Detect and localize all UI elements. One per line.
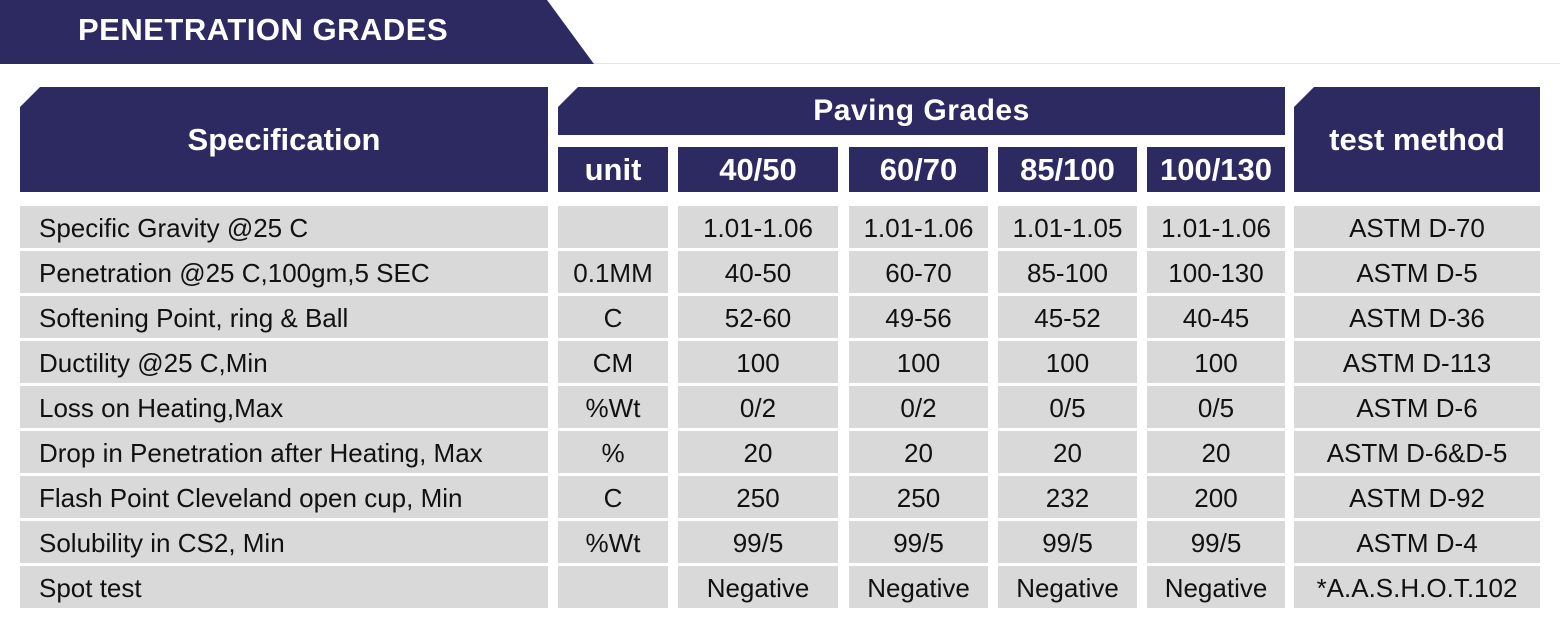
test-method-cell: ASTM D-5 [1294, 251, 1540, 293]
spec-cell: Loss on Heating,Max [20, 386, 548, 428]
unit-cell: %Wt [558, 521, 668, 563]
test-method-cell: ASTM D-36 [1294, 296, 1540, 338]
unit-cell: 0.1MM [558, 251, 668, 293]
table-row: Drop in Penetration after Heating, Max% 2… [0, 431, 1560, 476]
grade-85-100-cell: 45-52 [998, 296, 1137, 338]
grade-100-130-cell: Negative [1147, 566, 1285, 608]
header-grade-40-50: 40/50 [678, 147, 838, 192]
grade-100-130-cell: 200 [1147, 476, 1285, 518]
grade-60-70-cell: 99/5 [849, 521, 988, 563]
unit-cell: %Wt [558, 386, 668, 428]
grade-100-130-cell: 1.01-1.06 [1147, 206, 1285, 248]
grade-100-130-cell: 0/5 [1147, 386, 1285, 428]
grade-85-100-cell: 100 [998, 341, 1137, 383]
grade-60-70-cell: 100 [849, 341, 988, 383]
spec-cell: Flash Point Cleveland open cup, Min [20, 476, 548, 518]
test-method-cell: ASTM D-113 [1294, 341, 1540, 383]
spec-cell: Spot test [20, 566, 548, 608]
grade-60-70-cell: 0/2 [849, 386, 988, 428]
spec-cell: Softening Point, ring & Ball [20, 296, 548, 338]
grade-100-130-cell: 100 [1147, 341, 1285, 383]
title-divider [594, 63, 1560, 64]
test-method-cell: ASTM D-92 [1294, 476, 1540, 518]
unit-cell: % [558, 431, 668, 473]
grade-100-130-cell: 40-45 [1147, 296, 1285, 338]
header-paving-grades: Paving Grades [558, 87, 1285, 135]
header-unit: unit [558, 147, 668, 192]
grade-60-70-cell: Negative [849, 566, 988, 608]
grade-40-50-cell: 40-50 [678, 251, 838, 293]
unit-cell [558, 206, 668, 248]
grade-85-100-cell: Negative [998, 566, 1137, 608]
grade-40-50-cell: 52-60 [678, 296, 838, 338]
test-method-cell: ASTM D-70 [1294, 206, 1540, 248]
grade-85-100-cell: 232 [998, 476, 1137, 518]
unit-cell: CM [558, 341, 668, 383]
header-grade-85-100: 85/100 [998, 147, 1137, 192]
table-row: Flash Point Cleveland open cup, Min C 250 2… [0, 476, 1560, 521]
table-row: Ductility @25 C,Min CM 100 100 100 100 ASTM D-… [0, 341, 1560, 386]
unit-cell: C [558, 476, 668, 518]
table-row: Softening Point, ring & Ball C 52-60 49-56 4… [0, 296, 1560, 341]
spec-cell: Drop in Penetration after Heating, Max [20, 431, 548, 473]
grade-40-50-cell: 99/5 [678, 521, 838, 563]
grade-40-50-cell: 1.01-1.06 [678, 206, 838, 248]
grade-60-70-cell: 49-56 [849, 296, 988, 338]
test-method-cell: *A.A.S.H.O.T.102 [1294, 566, 1540, 608]
grade-100-130-cell: 99/5 [1147, 521, 1285, 563]
test-method-cell: ASTM D-6 [1294, 386, 1540, 428]
unit-cell: C [558, 296, 668, 338]
grade-85-100-cell: 99/5 [998, 521, 1137, 563]
title-banner [0, 0, 594, 64]
grade-40-50-cell: 250 [678, 476, 838, 518]
grade-40-50-cell: 100 [678, 341, 838, 383]
unit-cell [558, 566, 668, 608]
table-row: Spot test Negative Negative Negative Negativ… [0, 566, 1560, 611]
grade-85-100-cell: 20 [998, 431, 1137, 473]
page-title: PENETRATION GRADES [78, 12, 449, 47]
table-row: Specific Gravity @25 C 1.01-1.06 1.01-1.06… [0, 206, 1560, 251]
spec-table-body: Specific Gravity @25 C 1.01-1.06 1.01-1.06… [0, 206, 1560, 611]
header-grade-100-130: 100/130 [1147, 147, 1285, 192]
grade-40-50-cell: Negative [678, 566, 838, 608]
test-method-cell: ASTM D-6&D-5 [1294, 431, 1540, 473]
table-row: Loss on Heating,Max %Wt 0/2 0/2 0/5 0/5 ASTM D… [0, 386, 1560, 431]
test-method-cell: ASTM D-4 [1294, 521, 1540, 563]
table-row: Solubility in CS2, Min %Wt 99/5 99/5 99/5 99/… [0, 521, 1560, 566]
grade-40-50-cell: 0/2 [678, 386, 838, 428]
header-grade-60-70: 60/70 [849, 147, 988, 192]
grade-85-100-cell: 0/5 [998, 386, 1137, 428]
header-test-method: test method [1294, 87, 1540, 192]
grade-60-70-cell: 60-70 [849, 251, 988, 293]
spec-cell: Solubility in CS2, Min [20, 521, 548, 563]
grade-60-70-cell: 250 [849, 476, 988, 518]
grade-60-70-cell: 1.01-1.06 [849, 206, 988, 248]
header-specification: Specification [20, 87, 548, 192]
spec-cell: Specific Gravity @25 C [20, 206, 548, 248]
grade-100-130-cell: 20 [1147, 431, 1285, 473]
table-row: Penetration @25 C,100gm,5 SEC 0.1MM 40-50 6… [0, 251, 1560, 296]
grade-85-100-cell: 1.01-1.05 [998, 206, 1137, 248]
spec-cell: Ductility @25 C,Min [20, 341, 548, 383]
grade-40-50-cell: 20 [678, 431, 838, 473]
grade-60-70-cell: 20 [849, 431, 988, 473]
grade-100-130-cell: 100-130 [1147, 251, 1285, 293]
grade-85-100-cell: 85-100 [998, 251, 1137, 293]
spec-cell: Penetration @25 C,100gm,5 SEC [20, 251, 548, 293]
